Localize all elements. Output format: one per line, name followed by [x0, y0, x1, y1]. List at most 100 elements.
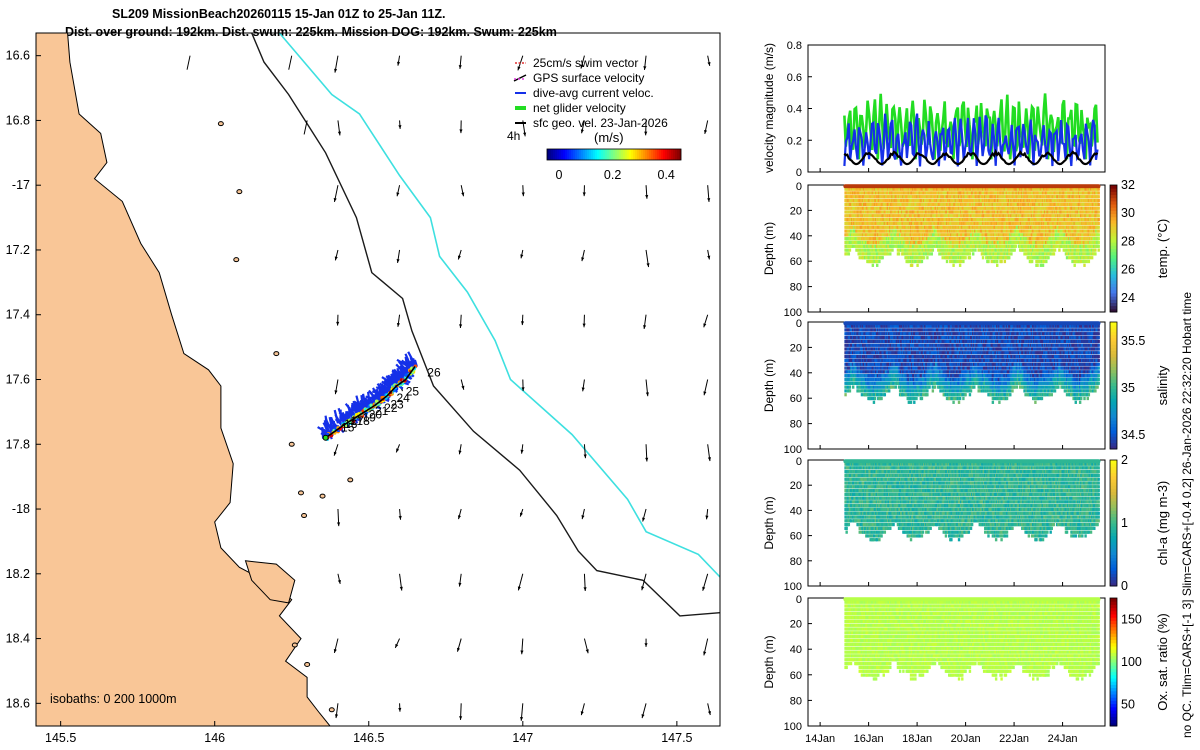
- colorbar-cell: [659, 149, 662, 160]
- profile-cell: [952, 263, 955, 267]
- reef-islet: [347, 477, 354, 483]
- legend-label: dive-avg current veloc.: [533, 86, 654, 100]
- geo-velocity-arrowhead: [707, 255, 711, 260]
- geo-velocity-arrowhead: [337, 131, 341, 136]
- reef-islet: [217, 121, 224, 127]
- geo-velocity-arrow: [303, 120, 308, 135]
- geo-velocity-arrowhead: [398, 707, 402, 712]
- colorbar-cell: [667, 149, 670, 160]
- geo-velocity-arrowhead: [337, 522, 341, 527]
- geo-velocity-arrowhead: [458, 65, 462, 69]
- colorbar-cell: [563, 149, 566, 160]
- colorbar-cell: [677, 149, 680, 160]
- profile-cell: [1008, 252, 1011, 256]
- profile-cell: [990, 259, 993, 264]
- reef-islet: [236, 189, 243, 195]
- colorbar-cell: [661, 149, 664, 160]
- dive-avg-vector: [342, 413, 351, 420]
- geo-velocity-arrowhead: [641, 586, 645, 591]
- x-tick-label: 145.5: [45, 731, 76, 745]
- profile-cell: [847, 252, 851, 256]
- profile-cell: [1058, 248, 1061, 252]
- colorbar-cell: [627, 149, 630, 160]
- colorbar-cell: [569, 149, 572, 160]
- y-tick-label: 17.8: [6, 437, 30, 451]
- y-tick-label: 17.4: [6, 308, 30, 322]
- colorbar-cell: [613, 149, 616, 160]
- geo-velocity-arrowhead: [520, 650, 524, 655]
- geo-velocity-arrowhead: [334, 390, 338, 395]
- profile-cell: [1052, 252, 1056, 256]
- dive-avg-vector: [324, 415, 330, 431]
- colorbar-cell: [631, 149, 634, 160]
- colorbar-tick-label: 0.2: [604, 168, 621, 182]
- y-tick-label: 18.6: [6, 696, 30, 710]
- colorbar-cell: [561, 149, 564, 160]
- colorbar-cell: [559, 149, 562, 160]
- legend-annotation: 4h: [507, 129, 520, 143]
- geo-velocity-arrowhead: [399, 586, 403, 591]
- legend-swatch: [513, 74, 527, 82]
- geo-velocity-arrow: [186, 55, 191, 70]
- colorbar-cell: [557, 149, 560, 160]
- dive-avg-vector: [337, 407, 345, 422]
- profile-cell: [1013, 248, 1016, 252]
- geo-velocity-arrowhead: [643, 325, 647, 329]
- colorbar-cell: [623, 149, 626, 160]
- colorbar-cell: [591, 149, 594, 160]
- colorbar-cell: [571, 149, 574, 160]
- colorbar-cell: [609, 149, 612, 160]
- geo-velocity-arrowhead: [334, 256, 338, 261]
- geo-velocity-arrowhead: [458, 450, 462, 455]
- colorbar-cell: [581, 149, 584, 160]
- colorbar-cell: [625, 149, 628, 160]
- y-tick-label: 16.8: [6, 113, 30, 127]
- geo-velocity-arrowhead: [707, 457, 711, 462]
- geo-velocity-arrowhead: [702, 586, 706, 591]
- x-tick-label: 147: [512, 731, 533, 745]
- dive-avg-vector: [396, 358, 411, 369]
- isobath-legend: isobaths: 0 200 1000m: [50, 692, 176, 706]
- geo-velocity-arrowhead: [520, 254, 524, 259]
- colorbar-cell: [639, 149, 642, 160]
- profile-cell: [1056, 244, 1059, 248]
- geo-velocity-arrowhead: [398, 125, 402, 129]
- y-tick-label: -18: [12, 502, 30, 516]
- geo-velocity-arrowhead: [333, 451, 337, 456]
- geo-velocity-arrowhead: [705, 515, 709, 520]
- y-tick-label: 0: [796, 167, 802, 179]
- geo-velocity-arrowhead: [644, 643, 648, 647]
- profile-cell: [968, 252, 972, 256]
- geo-velocity-arrowhead: [645, 457, 649, 462]
- geo-velocity-arrowhead: [461, 385, 465, 390]
- geo-velocity-arrowhead: [521, 192, 525, 197]
- geo-velocity-arrowhead: [461, 192, 465, 197]
- profile-cell: [1073, 263, 1076, 267]
- colorbar-cell: [579, 149, 582, 160]
- colorbar-cell: [655, 149, 658, 160]
- colorbar-cell: [641, 149, 644, 160]
- reef-islet: [319, 493, 326, 499]
- colorbar-cell: [647, 149, 650, 160]
- colorbar-cell: [673, 149, 676, 160]
- profile-cell: [1000, 259, 1003, 264]
- profile-cell: [1053, 248, 1057, 252]
- geo-velocity-arrowhead: [583, 587, 587, 592]
- geo-velocity-arrowhead: [395, 643, 399, 648]
- colorbar-cell: [671, 149, 674, 160]
- colorbar-cell: [565, 149, 568, 160]
- geo-velocity-arrowhead: [459, 716, 463, 720]
- geo-velocity-arrowhead: [581, 387, 585, 392]
- colorbar-cell: [645, 149, 648, 160]
- reef-islet: [297, 490, 304, 496]
- geo-velocity-arrowhead: [645, 194, 649, 199]
- geo-velocity-arrowhead: [707, 198, 711, 202]
- profile-cell: [1041, 263, 1045, 267]
- reef-islet: [273, 351, 280, 357]
- geo-velocity-arrowhead: [704, 129, 708, 134]
- colorbar-cell: [617, 149, 620, 160]
- profile-cell: [878, 259, 881, 264]
- profile-cell: [974, 248, 977, 252]
